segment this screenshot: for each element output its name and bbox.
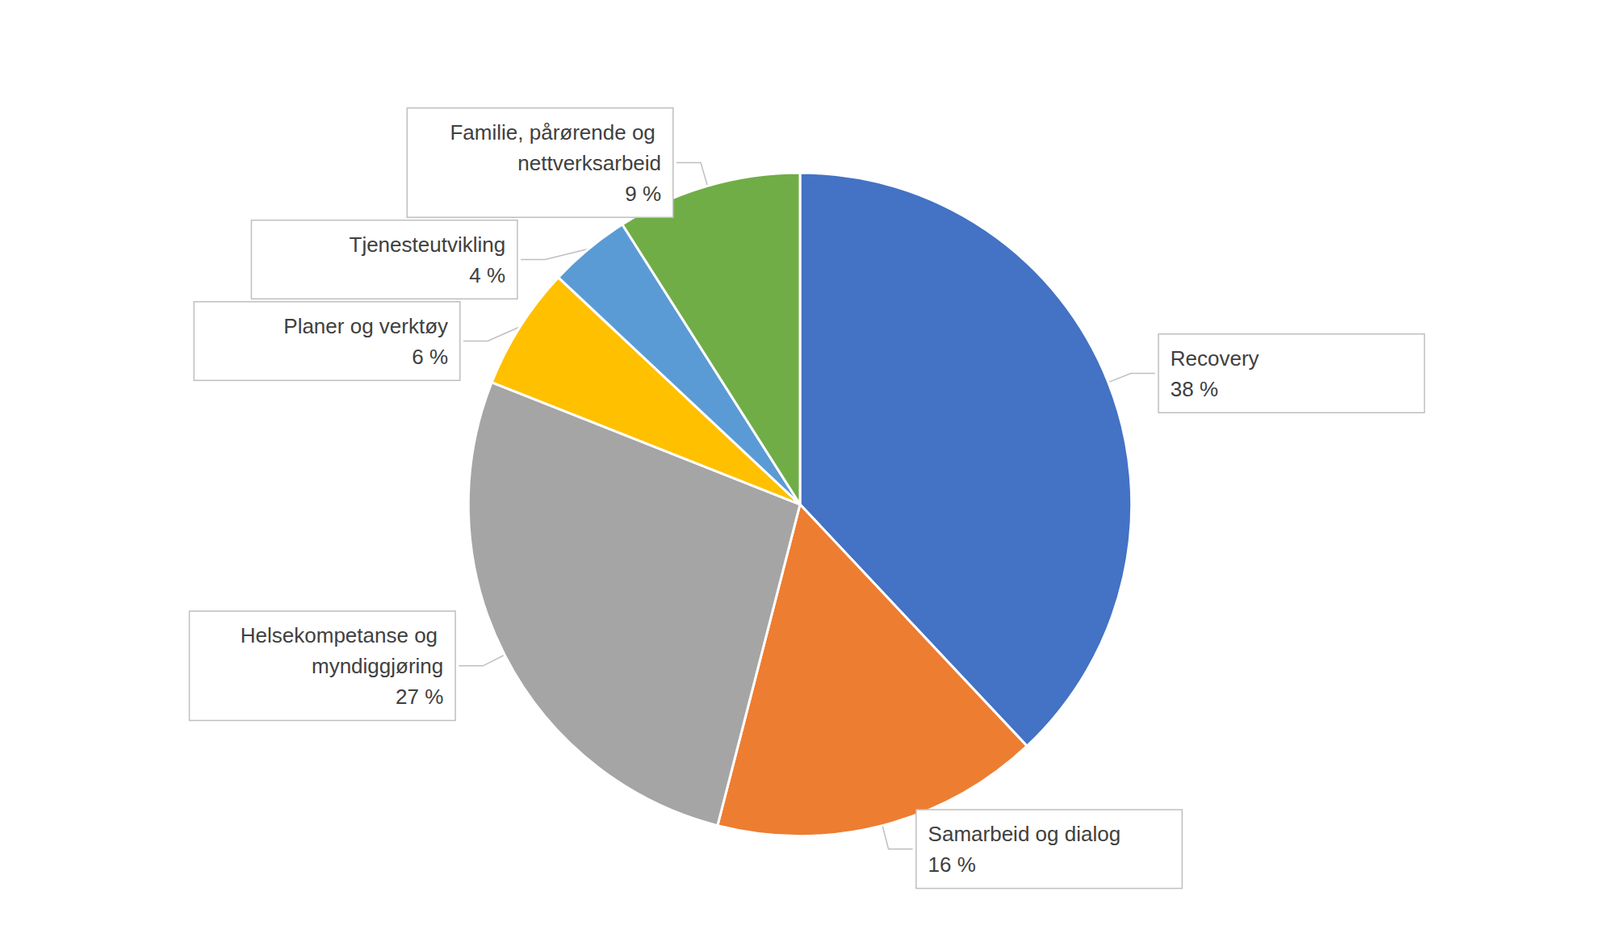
svg-text:6 %: 6 % xyxy=(411,344,449,369)
svg-text:Familie, pårørende og: Familie, pårørende og xyxy=(449,120,662,145)
svg-text:16 %: 16 % xyxy=(928,852,976,877)
svg-text:Planer og verktøy: Planer og verktøy xyxy=(283,314,449,339)
svg-text:Recovery: Recovery xyxy=(1170,346,1260,371)
svg-text:Tjenesteutvikling: Tjenesteutvikling xyxy=(349,232,507,257)
svg-text:Helsekompetanse og: Helsekompetanse og xyxy=(240,623,444,648)
svg-text:27 %: 27 % xyxy=(395,684,444,709)
svg-text:38 %: 38 % xyxy=(1170,376,1219,402)
svg-text:9 %: 9 % xyxy=(624,181,662,206)
svg-text:Samarbeid og dialog: Samarbeid og dialog xyxy=(928,821,1122,847)
svg-text:4 %: 4 % xyxy=(469,263,506,288)
svg-text:myndiggjøring: myndiggjøring xyxy=(311,653,444,679)
svg-text:nettverksarbeid: nettverksarbeid xyxy=(517,150,662,176)
